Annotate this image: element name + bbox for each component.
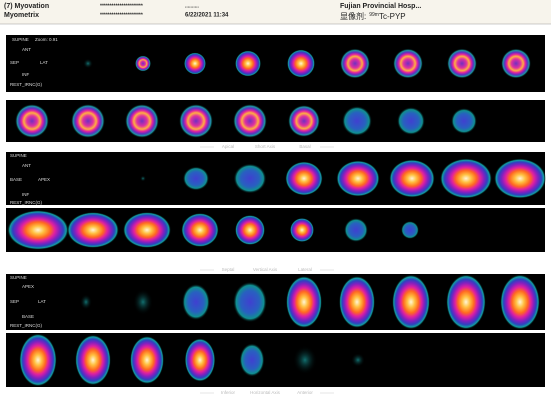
study-name: (7) Myovation [4, 3, 49, 10]
axis-caption: Apical [222, 144, 234, 149]
axis-caption: Septal [222, 267, 235, 272]
heart-slice [494, 158, 546, 199]
heart-slice [290, 218, 314, 242]
heart-slice [184, 338, 216, 382]
heart-slice [393, 48, 423, 79]
study-datetime: 6/22/2021 11:34 [185, 13, 229, 19]
heart-slice [340, 48, 370, 79]
software-name: Myometrix [4, 12, 39, 19]
orientation-label: REST_IRNC(G) [10, 200, 43, 205]
heart-slice [233, 104, 267, 138]
heart-slice [397, 107, 425, 135]
heart-slice [179, 104, 213, 138]
heart-slice [392, 274, 430, 330]
heart-slice [446, 274, 486, 330]
axis-caption: Basal [299, 144, 310, 149]
heart-slice [440, 158, 492, 199]
heart-slice [336, 160, 380, 197]
heart-slice [19, 333, 57, 387]
heart-slice [140, 175, 146, 182]
heart-slice [239, 343, 265, 377]
axis-caption: Vertical Axis [253, 267, 278, 272]
orientation-label: SUPINE [12, 37, 29, 42]
heart-slice [401, 221, 419, 239]
orientation-label: SEP [10, 60, 19, 65]
orientation-label: REST_IRNC(G) [10, 82, 43, 87]
heart-slice [7, 210, 69, 250]
heart-slice [123, 212, 171, 248]
heart-slice [133, 289, 153, 315]
heart-slice [235, 215, 265, 245]
heart-slice [285, 161, 323, 196]
heart-slice [293, 345, 317, 375]
orientation-label: LAT [38, 299, 46, 304]
orientation-label: SUPINE [10, 153, 27, 158]
tracer-isotope: 99m [369, 12, 379, 18]
heart-slice [233, 163, 267, 194]
tracer-name: Tc-PYP [379, 12, 406, 21]
orientation-label: ANT [22, 163, 31, 168]
heart-slice [344, 218, 368, 242]
orientation-label: REST_IRNC(G) [10, 323, 43, 328]
heart-slice [182, 283, 210, 321]
orientation-label: Zoom: 0.91 [35, 37, 58, 42]
axis-caption: Inferior [221, 390, 236, 395]
heart-slice [71, 104, 105, 138]
heart-slice [342, 106, 372, 136]
hospital: Fujian Provincial Hosp... [340, 3, 421, 10]
axis-caption: Anterior [297, 390, 313, 395]
axis-caption: Horizontal Axis [250, 390, 281, 395]
heart-slice [15, 104, 49, 138]
header-bar [0, 0, 551, 24]
heart-slice [83, 58, 93, 69]
heart-slice [451, 108, 477, 134]
heart-slice [287, 49, 315, 78]
orientation-label: APEX [38, 177, 50, 182]
tracer-label: 显像剂: [340, 11, 366, 21]
axis-caption: Lateral [298, 267, 312, 272]
orientation-label: APEX [22, 284, 34, 289]
heart-slice [184, 52, 206, 75]
orientation-label: INF [22, 72, 30, 77]
heart-slice [80, 294, 92, 310]
orientation-label: SEP [10, 299, 19, 304]
axis-caption: Short Axis [255, 144, 276, 149]
heart-slice [288, 105, 320, 137]
heart-slice [75, 334, 111, 386]
panels: SUPINE Zoom: 0.91 ANT SEP LAT INF REST_IRNC(G)… [6, 35, 546, 395]
patient-id: ********************** [100, 3, 143, 9]
heart-slice [501, 48, 531, 79]
heart-slice [130, 336, 164, 384]
orientation-label: BASE [10, 177, 22, 182]
heart-slice [286, 276, 322, 328]
orientation-label: INF [22, 192, 30, 197]
heart-slice [182, 166, 210, 191]
heart-slice [181, 213, 219, 247]
heart-slice [67, 212, 119, 248]
orientation-label: ANT [22, 47, 31, 52]
orientation-label: BASE [22, 314, 34, 319]
heart-slice [351, 353, 365, 367]
heart-slice [125, 104, 159, 138]
patient-dob: .......... [185, 3, 200, 9]
orientation-label: LAT [40, 60, 48, 65]
heart-slice [500, 274, 540, 330]
heart-slice [233, 281, 267, 323]
heart-slice [235, 50, 261, 77]
patient-id-2: ********************** [100, 12, 143, 18]
heart-slice [339, 276, 375, 328]
heart-slice [447, 48, 477, 79]
heart-slice [389, 159, 435, 198]
tracer: 显像剂: 99mTc-PYP [340, 11, 406, 21]
heart-slice [135, 55, 151, 72]
orientation-label: SUPINE [10, 275, 27, 280]
